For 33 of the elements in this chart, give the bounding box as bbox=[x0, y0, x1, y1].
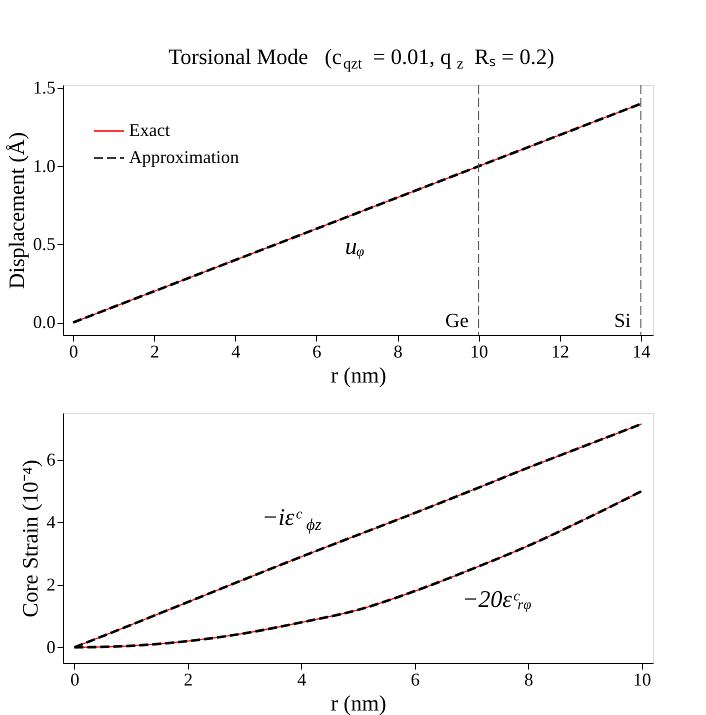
x-tick-label: 0 bbox=[70, 670, 80, 690]
x-tick-label: 12 bbox=[551, 342, 570, 362]
y-tick-label: 4 bbox=[46, 512, 56, 532]
annotation: −iεᶜϕz bbox=[262, 505, 322, 534]
y-tick-label: 1.5 bbox=[33, 78, 56, 98]
y-axis-title: Core Strain (10⁻⁴) bbox=[18, 460, 42, 618]
x-tick-label: 2 bbox=[150, 342, 160, 362]
ref-line-label: Ge bbox=[445, 310, 469, 332]
x-tick-label: 10 bbox=[633, 670, 652, 690]
x-tick-label: 8 bbox=[394, 342, 403, 362]
legend-label: Exact bbox=[129, 120, 170, 140]
x-axis-title: r (nm) bbox=[330, 362, 386, 388]
x-axis-title: r (nm) bbox=[330, 690, 386, 715]
y-tick-label: 1.0 bbox=[33, 156, 56, 176]
ref-line-label: Si bbox=[614, 310, 632, 332]
x-tick-label: 8 bbox=[524, 670, 534, 690]
x-tick-label: 14 bbox=[632, 342, 650, 362]
annotation: uᵩ bbox=[345, 234, 364, 260]
x-tick-label: 6 bbox=[410, 670, 420, 690]
x-tick-label: 4 bbox=[231, 342, 240, 362]
x-tick-label: 4 bbox=[297, 670, 306, 690]
x-tick-label: 0 bbox=[69, 342, 78, 362]
annotation: −20εᶜᵣᵩ bbox=[462, 587, 532, 613]
legend-label: Approximation bbox=[129, 147, 239, 167]
y-tick-label: 0 bbox=[46, 636, 56, 657]
y-tick-label: 0.5 bbox=[33, 234, 56, 254]
y-tick-label: 6 bbox=[46, 449, 56, 470]
y-axis-title: Displacement (Å) bbox=[4, 132, 29, 289]
y-tick-label: 0.0 bbox=[33, 312, 56, 332]
x-tick-label: 6 bbox=[312, 342, 322, 362]
y-tick-label: 2 bbox=[46, 574, 56, 594]
x-tick-label: 2 bbox=[184, 670, 193, 690]
x-tick-label: 10 bbox=[470, 342, 488, 362]
